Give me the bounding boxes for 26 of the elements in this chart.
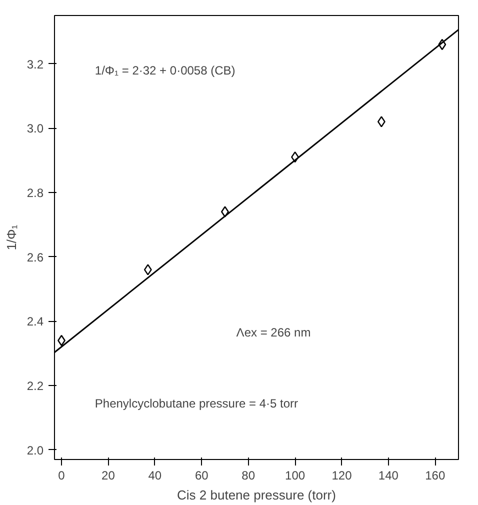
y-axis-title: 1/Φ₁	[4, 224, 19, 250]
annotation: Phenylcyclobutane pressure = 4·5 torr	[94, 396, 298, 411]
y-tick-label: 2.8	[26, 186, 44, 200]
x-tick-label: 40	[148, 468, 162, 482]
y-tick-label: 2.4	[26, 314, 44, 329]
y-tick-label: 3.0	[26, 122, 44, 136]
point	[438, 38, 446, 50]
point	[220, 206, 229, 218]
x-tick-label: 160	[425, 468, 446, 482]
y-tick-label: 2.2	[26, 379, 44, 393]
point	[291, 151, 300, 163]
point	[377, 116, 386, 128]
x-tick-label: 0	[58, 468, 66, 482]
y-tick-label: 2.6	[26, 250, 44, 264]
y-tick-label: 3.2	[26, 57, 44, 72]
x-tick-label: 100	[285, 468, 306, 482]
x-tick-label: 20	[102, 468, 116, 482]
x-tick-label: 60	[194, 468, 209, 482]
annotation: Λex = 266 nm	[236, 326, 311, 340]
point	[144, 264, 152, 276]
annotation: 1/Φ₁ = 2·32 + 0·0058 (CB)	[94, 64, 236, 78]
x-tick-label: 120	[332, 468, 352, 482]
x-tick-label: 140	[378, 468, 399, 482]
x-axis-title: Cis 2 butene pressure (torr)	[177, 488, 336, 502]
y-tick-label: 2.0	[26, 443, 44, 458]
x-tick-label: 80	[242, 468, 256, 482]
